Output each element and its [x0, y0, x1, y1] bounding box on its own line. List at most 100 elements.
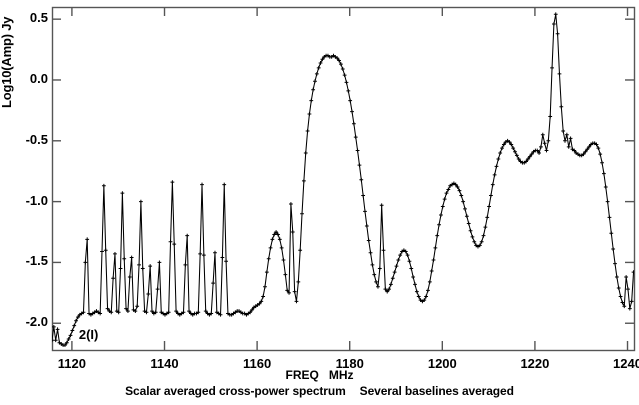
- data-point-marker: [390, 276, 395, 281]
- data-point-marker: [218, 312, 223, 317]
- data-point-marker: [353, 135, 358, 140]
- y-tick-label-5: -2.0: [25, 314, 48, 330]
- data-point-marker: [203, 309, 208, 313]
- data-point-marker: [516, 157, 521, 161]
- data-point-marker: [342, 73, 347, 78]
- data-point-marker: [52, 338, 54, 343]
- data-point-marker: [98, 311, 103, 316]
- data-point-marker: [363, 209, 367, 214]
- data-point-marker: [535, 148, 540, 153]
- data-point-marker: [224, 259, 228, 264]
- data-point-marker: [211, 281, 216, 285]
- data-point-marker: [492, 172, 497, 177]
- data-point-marker: [198, 252, 203, 256]
- data-point-marker: [220, 255, 225, 260]
- data-point-marker: [289, 202, 293, 206]
- data-point-marker: [389, 282, 393, 287]
- data-point-marker: [105, 306, 110, 311]
- data-point-marker: [457, 188, 462, 193]
- data-point-marker: [572, 148, 577, 153]
- data-point-marker: [394, 264, 399, 268]
- data-point-marker: [422, 298, 427, 303]
- data-point-marker: [52, 324, 56, 329]
- data-point-marker: [290, 230, 295, 234]
- data-point-marker: [483, 225, 488, 230]
- data-point-marker: [85, 237, 90, 242]
- data-point-marker: [200, 182, 204, 187]
- data-point-marker: [479, 239, 484, 244]
- y-tick-label-3: -1.0: [25, 192, 48, 208]
- data-point-marker: [305, 129, 310, 133]
- data-point-marker: [66, 337, 71, 341]
- data-point-marker: [140, 266, 145, 271]
- y-tick-label-2: -0.5: [25, 131, 48, 147]
- data-point-marker: [507, 140, 512, 144]
- data-point-marker: [514, 153, 519, 158]
- data-point-marker: [581, 152, 586, 157]
- data-point-marker: [309, 98, 314, 103]
- data-point-marker: [555, 31, 560, 36]
- data-point-marker: [540, 132, 545, 137]
- data-point-marker: [542, 141, 547, 146]
- data-point-marker: [166, 310, 171, 315]
- data-point-marker: [511, 146, 516, 150]
- data-point-marker: [337, 58, 341, 63]
- data-point-marker: [444, 191, 449, 195]
- caption-left: Scalar averaged cross-power spectrum: [125, 384, 346, 398]
- data-point-marker: [274, 230, 278, 234]
- data-point-marker: [387, 287, 391, 292]
- data-point-marker: [424, 294, 429, 299]
- data-point-marker: [127, 275, 132, 279]
- data-point-marker: [429, 269, 434, 273]
- data-point-marker: [103, 248, 108, 253]
- data-point-marker: [101, 183, 106, 188]
- data-point-marker: [181, 310, 186, 315]
- data-point-marker: [431, 258, 436, 262]
- data-point-marker: [259, 299, 264, 304]
- data-point-marker: [124, 306, 128, 311]
- data-point-marker: [618, 294, 623, 299]
- data-point-marker: [622, 304, 627, 309]
- data-point-marker: [405, 253, 410, 258]
- data-point-marker: [339, 62, 343, 67]
- data-point-marker: [552, 22, 556, 26]
- data-point-marker: [335, 56, 340, 60]
- data-point-marker: [626, 287, 630, 292]
- data-point-marker: [481, 233, 486, 238]
- data-point-marker: [607, 215, 612, 220]
- data-point-marker: [396, 258, 401, 262]
- data-point-marker: [598, 152, 603, 157]
- data-point-marker: [155, 287, 160, 292]
- data-point-marker: [627, 306, 632, 311]
- data-point-marker: [513, 149, 517, 154]
- data-point-marker: [287, 290, 291, 295]
- data-point-marker: [285, 288, 290, 293]
- x-axis-title-text: FREQ: [285, 368, 319, 382]
- data-point-marker: [76, 315, 80, 320]
- data-point-marker: [463, 207, 467, 211]
- data-point-marker: [146, 292, 151, 296]
- data-point-marker: [466, 221, 471, 226]
- data-point-marker: [596, 146, 601, 150]
- data-point-marker: [370, 262, 375, 267]
- data-point-marker: [509, 142, 514, 147]
- data-point-marker: [427, 279, 432, 284]
- data-point-marker: [553, 12, 558, 17]
- data-point-marker: [144, 310, 149, 315]
- data-point-marker: [594, 142, 599, 147]
- data-point-marker: [433, 245, 438, 250]
- data-point-marker: [605, 199, 610, 204]
- data-point-marker: [489, 193, 493, 198]
- data-point-marker: [303, 151, 308, 155]
- data-point-marker: [501, 142, 506, 147]
- data-point-marker: [314, 72, 319, 76]
- data-point-marker: [455, 185, 460, 189]
- data-point-marker: [568, 136, 573, 141]
- x-axis-title: FREQ MHz: [0, 368, 639, 382]
- data-point-marker: [357, 163, 362, 168]
- data-point-marker: [435, 233, 440, 238]
- data-point-marker: [411, 275, 416, 279]
- data-point-marker: [620, 300, 625, 305]
- data-point-marker: [266, 256, 271, 261]
